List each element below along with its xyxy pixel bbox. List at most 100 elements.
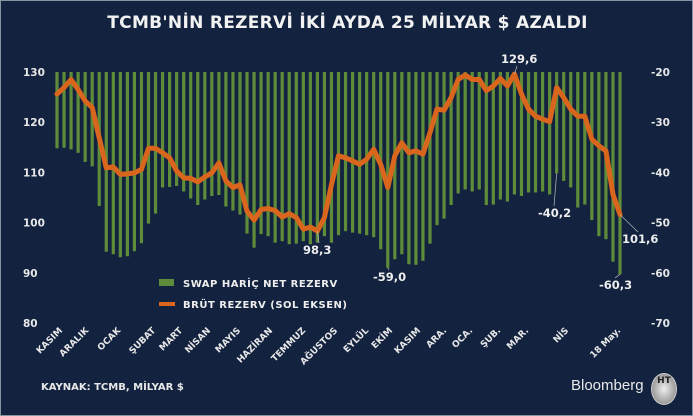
bar-net-rezerv	[83, 72, 87, 162]
bar-net-rezerv	[76, 72, 80, 153]
annotation-label: 98,3	[303, 243, 331, 257]
bar-net-rezerv	[526, 72, 531, 193]
bar-net-rezerv	[111, 72, 115, 255]
annotation-label: 129,6	[501, 52, 537, 66]
legend-label-net-rezerv: SWAP HARİÇ NET REZERV	[183, 276, 338, 290]
right-axis-tick: -60	[651, 268, 670, 280]
bar-net-rezerv	[470, 72, 474, 192]
bar-net-rezerv	[428, 72, 432, 244]
right-axis-tick: -70	[651, 318, 670, 330]
bar-net-rezerv	[322, 72, 327, 237]
bar-net-rezerv	[329, 72, 334, 243]
annotation-label: 101,6	[622, 232, 658, 246]
left-axis-tick: 130	[23, 67, 45, 79]
bar-net-rezerv	[90, 72, 94, 167]
right-axis-tick: -40	[651, 167, 670, 179]
bar-net-rezerv	[365, 72, 369, 236]
bar-net-rezerv	[287, 72, 291, 245]
bar-net-rezerv	[442, 72, 446, 219]
bar-net-rezerv	[583, 72, 587, 205]
x-axis-tick: EKİM	[369, 325, 395, 351]
bar-net-rezerv	[386, 72, 390, 268]
ht-logo-badge: HT	[651, 373, 677, 405]
bar-net-rezerv	[421, 72, 425, 261]
bar-net-rezerv	[231, 72, 235, 211]
bar-net-rezerv	[498, 72, 502, 200]
bar-net-rezerv	[224, 72, 228, 207]
bar-net-rezerv	[210, 72, 214, 196]
x-axis-tick: KASIM	[393, 326, 423, 356]
bar-net-rezerv	[182, 72, 186, 192]
x-axis-tick: NİS	[551, 325, 571, 345]
bloomberg-logo: Bloomberg	[571, 377, 644, 394]
bar-net-rezerv	[203, 72, 207, 200]
bar-net-rezerv	[217, 72, 221, 195]
bar-net-rezerv	[505, 72, 509, 202]
bar-net-rezerv	[280, 72, 284, 242]
bar-net-rezerv	[266, 72, 270, 237]
x-axis-tick: EYLÜL	[341, 325, 371, 355]
bar-net-rezerv	[69, 72, 73, 150]
bar-net-rezerv	[196, 72, 200, 206]
x-axis-tick: NİSAN	[183, 325, 213, 355]
bar-net-rezerv	[435, 72, 439, 226]
bar-net-rezerv	[449, 72, 453, 206]
bar-net-rezerv	[477, 72, 481, 190]
bar-net-rezerv	[407, 72, 411, 265]
x-axis-tick: ARA.	[425, 326, 449, 350]
left-axis-tick: 100	[23, 218, 45, 230]
bar-net-rezerv	[273, 72, 277, 243]
bar-net-rezerv	[168, 72, 172, 187]
right-axis-tick: -50	[651, 218, 670, 230]
bar-net-rezerv	[548, 72, 552, 195]
annotation-leader	[619, 214, 639, 233]
annotation-label: -40,2	[538, 206, 571, 220]
brut-rezerv-line	[54, 71, 623, 234]
bar-net-rezerv	[153, 72, 158, 214]
source-note: KAYNAK: TCMB, MİLYAR $	[41, 382, 184, 393]
left-axis-tick: 110	[23, 167, 45, 179]
annotation-label: -59,0	[373, 270, 406, 284]
bar-net-rezerv	[252, 72, 256, 248]
bar-net-rezerv	[533, 72, 538, 193]
right-axis-tick: -30	[651, 117, 670, 129]
x-axis-tick: ARALIK	[58, 325, 92, 359]
x-axis-tick: OCAK	[96, 325, 124, 353]
bar-net-rezerv	[400, 72, 404, 255]
x-axis-tick: ŞUBAT	[128, 325, 159, 356]
annotation-leader	[553, 173, 558, 207]
x-axis-tick: 18 May.	[589, 326, 624, 361]
bar-net-rezerv	[519, 72, 524, 196]
bar-net-rezerv	[294, 72, 298, 244]
bar-net-rezerv	[125, 72, 129, 257]
left-axis-tick: 120	[23, 117, 45, 129]
bar-net-rezerv	[350, 72, 355, 233]
bar-net-rezerv	[139, 72, 144, 244]
bar-net-rezerv	[301, 72, 305, 242]
x-axis-tick: ŞUB.	[479, 326, 503, 350]
bar-net-rezerv	[569, 72, 573, 188]
bar-net-rezerv	[414, 72, 418, 265]
x-axis-tick: OCA.	[451, 326, 476, 351]
right-axis-tick: -20	[651, 67, 670, 79]
bar-net-rezerv	[189, 72, 193, 199]
bar-net-rezerv	[118, 72, 122, 258]
annotation-leader	[614, 274, 621, 279]
bar-net-rezerv	[540, 72, 545, 192]
left-axis-tick: 90	[23, 268, 38, 280]
bar-net-rezerv	[562, 72, 566, 181]
bar-net-rezerv	[315, 72, 319, 243]
bar-net-rezerv	[512, 72, 517, 195]
bar-net-rezerv	[308, 72, 312, 245]
bar-net-rezerv	[597, 72, 601, 237]
bar-net-rezerv	[576, 72, 580, 208]
legend-swatch-net-rezerv	[159, 279, 174, 286]
bar-net-rezerv	[132, 72, 137, 252]
bar-net-rezerv	[343, 72, 348, 232]
x-axis-tick: MAYIS	[214, 326, 243, 355]
annotation-label: -60,3	[599, 278, 632, 292]
left-axis-tick: 80	[23, 318, 38, 330]
x-axis-tick: MAR.	[505, 326, 531, 352]
bar-net-rezerv	[463, 72, 467, 190]
